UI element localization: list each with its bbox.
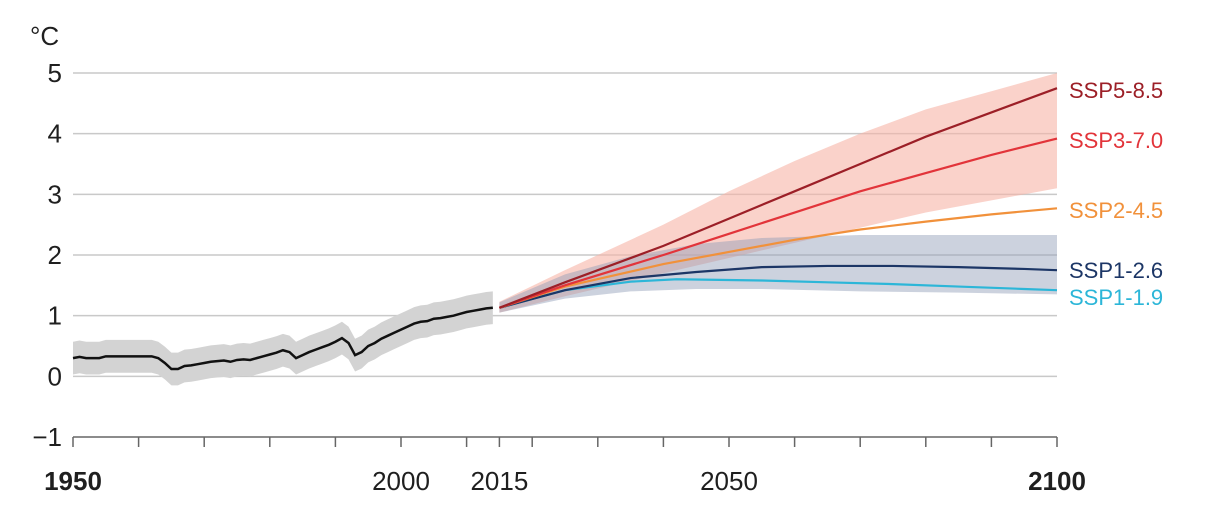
y-axis-unit-label: °C [30,21,59,51]
series-label-ssp2-4-5: SSP2-4.5 [1069,198,1163,223]
y-tick-label: 3 [48,179,62,209]
x-tick-label: 2100 [1028,466,1086,496]
axis-layer [72,436,1058,447]
series-line-ssp1-1-9 [499,278,1058,309]
band-layer [73,73,1057,386]
y-tick-label: 5 [48,58,62,88]
series-line-ssp2-4-5 [499,207,1058,309]
x-tick-label: 1950 [44,466,102,496]
y-tick-label: 1 [48,301,62,331]
x-tick-label: 2015 [470,466,528,496]
y-tick-label: 4 [48,119,62,149]
series-line-ssp3-7-0 [499,137,1058,309]
y-tick-label: 2 [48,240,62,270]
series-label-ssp1-2-6: SSP1-2.6 [1069,258,1163,283]
series-label-ssp5-8-5: SSP5-8.5 [1069,78,1163,103]
series-line-ssp5-8-5 [499,87,1058,309]
historical-line [72,306,493,371]
historical-uncertainty-band [73,291,493,386]
line-layer [72,87,1058,371]
x-tick-label: 2000 [372,466,430,496]
series-label-ssp1-1-9: SSP1-1.9 [1069,285,1163,310]
y-tick-label: −1 [32,422,62,452]
series-label-ssp3-7-0: SSP3-7.0 [1069,128,1163,153]
label-layer: −1 0 1 2 3 4 5 1950 2000 2015 2050 2100 SSP5-8.5 SSP3… [32,58,1163,496]
projection-range-band [499,234,1057,313]
x-tick-label: 2050 [700,466,758,496]
y-tick-label: 0 [48,361,62,391]
series-line-ssp1-2-6 [499,264,1058,309]
projection-range-band [499,73,1057,313]
grid-layer [73,72,1057,378]
